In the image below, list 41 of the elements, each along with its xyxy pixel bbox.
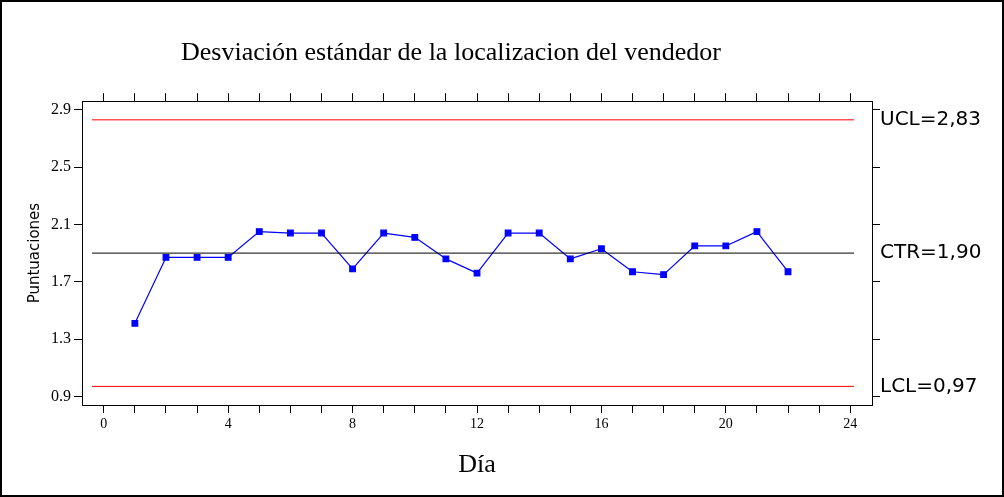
y-tick-label: 2.1: [51, 214, 71, 232]
y-tick-label: 0.9: [51, 386, 71, 404]
point: [255, 228, 263, 236]
point: [660, 271, 668, 279]
point: [784, 268, 792, 276]
point: [193, 253, 201, 261]
point: [691, 242, 699, 250]
point: [286, 229, 294, 237]
x-tick-label: 20: [718, 416, 733, 432]
point: [318, 229, 325, 237]
x-tick-label: 0: [100, 416, 108, 432]
x-tick-label: 24: [843, 416, 858, 432]
point: [162, 253, 170, 261]
ref-line-label: UCL=2,83: [880, 106, 982, 131]
point: [224, 253, 232, 261]
point: [722, 242, 730, 250]
x-axis-title: Día: [458, 449, 497, 479]
point: [535, 229, 543, 237]
x-tick-label: 12: [470, 416, 484, 432]
y-axis-title: Puntuaciones: [24, 202, 43, 304]
point: [411, 233, 419, 241]
point: [349, 265, 357, 273]
y-tick-label: 1.3: [51, 329, 71, 347]
x-tick-label: 16: [594, 416, 609, 432]
chart-title: Desviación estándar de la localizacion del vendedor: [181, 37, 722, 67]
y-tick-label: 2.9: [51, 100, 71, 117]
point: [753, 228, 761, 236]
y-tick-label: 1.7: [51, 271, 71, 289]
ref-line-label: CTR=1,90: [880, 239, 982, 264]
point: [380, 229, 388, 237]
point: [504, 229, 512, 237]
point: [442, 255, 450, 263]
point: [131, 319, 139, 327]
point: [566, 255, 574, 263]
y-tick-label: 2.5: [51, 157, 71, 175]
point: [597, 245, 605, 253]
ref-line-label: LCL=0,97: [880, 372, 978, 397]
point: [629, 268, 636, 276]
point: [473, 269, 481, 277]
x-tick-label: 8: [349, 416, 357, 432]
x-tick-label: 4: [224, 416, 232, 432]
